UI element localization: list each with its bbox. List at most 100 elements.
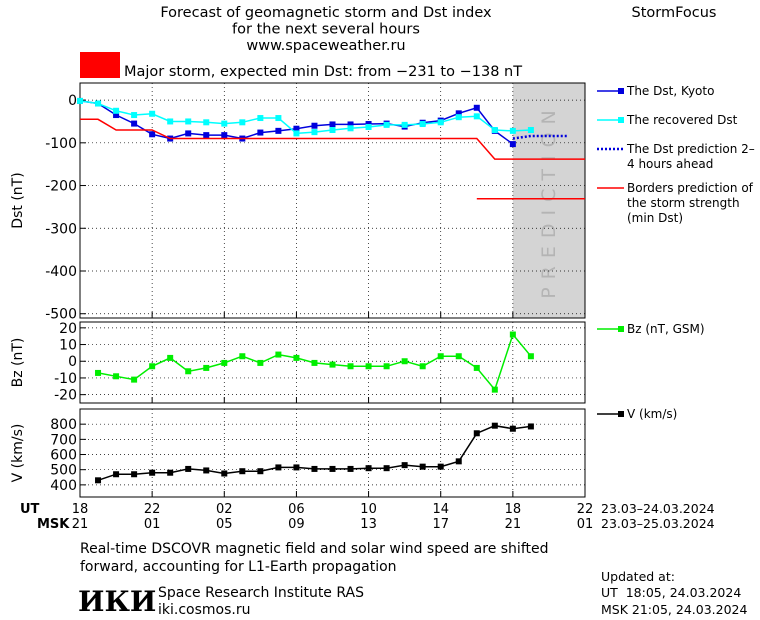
prediction-region (512, 83, 585, 318)
series-line (80, 118, 585, 200)
data-point (383, 121, 390, 128)
data-point (347, 125, 354, 132)
data-point (257, 129, 264, 136)
data-point (347, 465, 354, 472)
data-point (95, 477, 102, 484)
legend-label: V (km/s) (627, 407, 678, 421)
y-tick-label: -300 (45, 221, 77, 237)
date-range: 23.03–25.03.2024 (601, 516, 715, 531)
data-point (275, 127, 282, 134)
legend-marker (618, 411, 624, 417)
data-point (311, 129, 318, 136)
data-point (347, 363, 354, 370)
data-point (185, 368, 192, 375)
data-point (329, 121, 336, 128)
data-point (329, 361, 336, 368)
data-point (473, 430, 480, 437)
x-tick-label: 05 (216, 517, 233, 532)
data-point (239, 119, 246, 126)
data-point (365, 124, 372, 131)
data-point (221, 470, 228, 477)
y-axis-label: Dst (nT) (10, 172, 26, 228)
x-tick-label: 18 (505, 502, 522, 517)
date-range: 23.03–24.03.2024 (601, 501, 715, 516)
y-tick-label: -500 (45, 307, 77, 323)
legend-swatch (597, 187, 624, 189)
y-tick-label: 600 (50, 448, 77, 464)
data-point (257, 115, 264, 122)
legend-marker (618, 117, 624, 123)
data-point (491, 386, 498, 393)
legend-item: The Dst prediction 2–4 hours ahead (595, 142, 760, 172)
data-point (167, 469, 174, 476)
data-point (131, 112, 138, 119)
y-tick-label: -20 (54, 388, 77, 404)
y-tick-label: -400 (45, 264, 77, 280)
data-point (509, 141, 516, 148)
y-tick-label: 700 (50, 432, 77, 448)
legend-swatch (597, 326, 624, 332)
data-point (167, 118, 174, 125)
x-tick-label: 09 (288, 517, 305, 532)
legend-item: V (km/s) (595, 407, 760, 422)
data-point (311, 122, 318, 129)
data-point (131, 376, 138, 383)
data-point (365, 465, 372, 472)
data-point (455, 114, 462, 121)
data-point (113, 107, 120, 114)
series-line (512, 134, 567, 140)
data-point (239, 468, 246, 475)
data-point (509, 425, 516, 432)
data-point (293, 464, 300, 471)
x-row-label: UT (20, 502, 40, 517)
x-tick-label: 18 (72, 502, 89, 517)
x-tick-label: 02 (216, 502, 233, 517)
y-tick-label: 10 (59, 338, 77, 354)
data-point (455, 110, 462, 117)
data-point (185, 130, 192, 137)
y-tick-label: 0 (68, 354, 77, 370)
series-line (79, 100, 531, 135)
data-point (203, 467, 210, 474)
data-point (293, 130, 300, 137)
site: iki.cosmos.ru (158, 602, 250, 618)
data-point (347, 121, 354, 128)
data-point (275, 115, 282, 122)
institute: Space Research Institute RAS (158, 585, 364, 601)
y-tick-label: -10 (54, 371, 77, 387)
data-point (455, 458, 462, 465)
data-point (473, 364, 480, 371)
note: Real-time DSCOVR magnetic field and sola… (80, 541, 549, 557)
y-tick-label: 500 (50, 463, 77, 479)
data-point (257, 468, 264, 475)
data-point (509, 331, 516, 338)
banner-text: Major storm, expected min Dst: from −231… (124, 64, 522, 80)
data-point (257, 359, 264, 366)
data-point (275, 464, 282, 471)
data-point (527, 127, 534, 133)
data-point (365, 363, 372, 370)
data-point (401, 462, 408, 469)
data-point (113, 373, 120, 380)
data-point (419, 363, 426, 370)
data-point (149, 110, 156, 117)
legend-label: The recovered Dst (627, 113, 738, 127)
data-point (437, 353, 444, 360)
data-point (221, 120, 228, 127)
data-point (77, 97, 83, 104)
data-point (95, 369, 102, 376)
legend-item: The Dst, Kyoto (595, 84, 760, 99)
data-point (221, 132, 228, 139)
data-point (293, 354, 300, 361)
brand: StormFocus (631, 5, 716, 21)
note: forward, accounting for L1-Earth propaga… (80, 559, 397, 575)
x-tick-label: 06 (288, 502, 305, 517)
data-point (95, 100, 102, 107)
y-tick-label: 20 (59, 321, 77, 337)
data-point (275, 351, 282, 358)
x-tick-label: 10 (360, 502, 377, 517)
data-point (401, 121, 408, 128)
title-line: www.spaceweather.ru (246, 38, 405, 54)
data-point (167, 354, 174, 361)
